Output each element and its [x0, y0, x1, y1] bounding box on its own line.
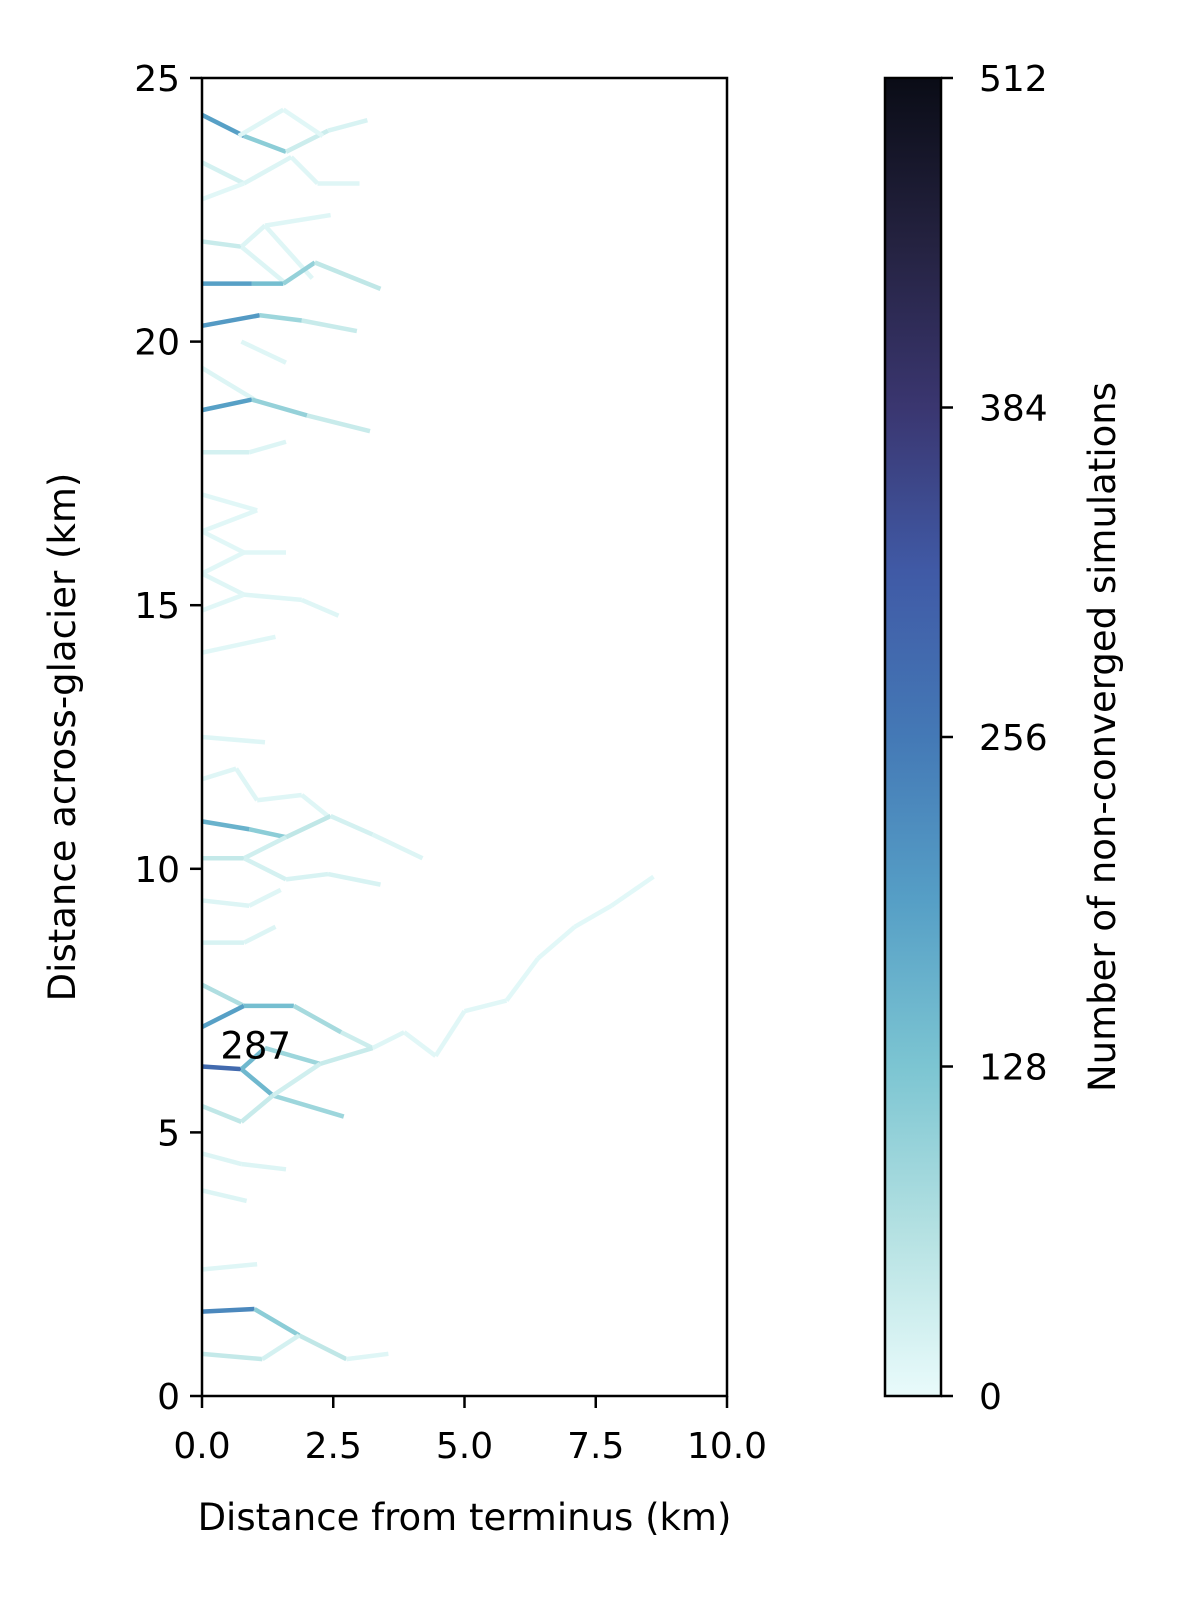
y-tick-label: 10 — [134, 850, 180, 891]
colorbar-label: Number of non-converged simulations — [1081, 382, 1124, 1092]
y-axis-label: Distance across-glacier (km) — [41, 473, 84, 1002]
colorbar-tick-label: 128 — [979, 1048, 1048, 1089]
plot-background — [202, 78, 727, 1396]
y-tick-label: 5 — [157, 1113, 180, 1154]
x-tick-label: 10.0 — [687, 1426, 767, 1467]
y-tick-label: 25 — [134, 59, 180, 100]
colorbar-ticks: 0 128 256 384 512 — [941, 59, 1048, 1418]
colorbar-tick-label: 256 — [979, 718, 1048, 759]
colorbar-tick-label: 384 — [979, 389, 1048, 430]
x-tick-label: 5.0 — [436, 1426, 493, 1467]
y-tick-label: 20 — [134, 323, 180, 364]
plot-area — [202, 78, 727, 1396]
segment-85 — [202, 1309, 255, 1312]
y-tick-label: 0 — [157, 1377, 180, 1418]
x-axis-label: Distance from terminus (km) — [198, 1496, 732, 1539]
colorbar-tick-label: 512 — [979, 59, 1048, 100]
colorbar-gradient — [885, 78, 941, 1396]
x-tick-label: 0.0 — [173, 1426, 230, 1467]
colorbar: 0 128 256 384 512 Number of non-converged si… — [885, 59, 1124, 1418]
y-tick-label: 15 — [134, 586, 180, 627]
x-tick-label: 2.5 — [305, 1426, 362, 1467]
annotations: 287 — [220, 1025, 291, 1068]
x-axis-ticks: 0.0 2.5 5.0 7.5 10.0 — [173, 1396, 767, 1467]
colorbar-tick-label: 0 — [979, 1377, 1002, 1418]
annotation-label: 287 — [220, 1025, 291, 1068]
y-axis-ticks: 0 5 10 15 20 25 — [134, 59, 202, 1418]
x-tick-label: 7.5 — [567, 1426, 624, 1467]
